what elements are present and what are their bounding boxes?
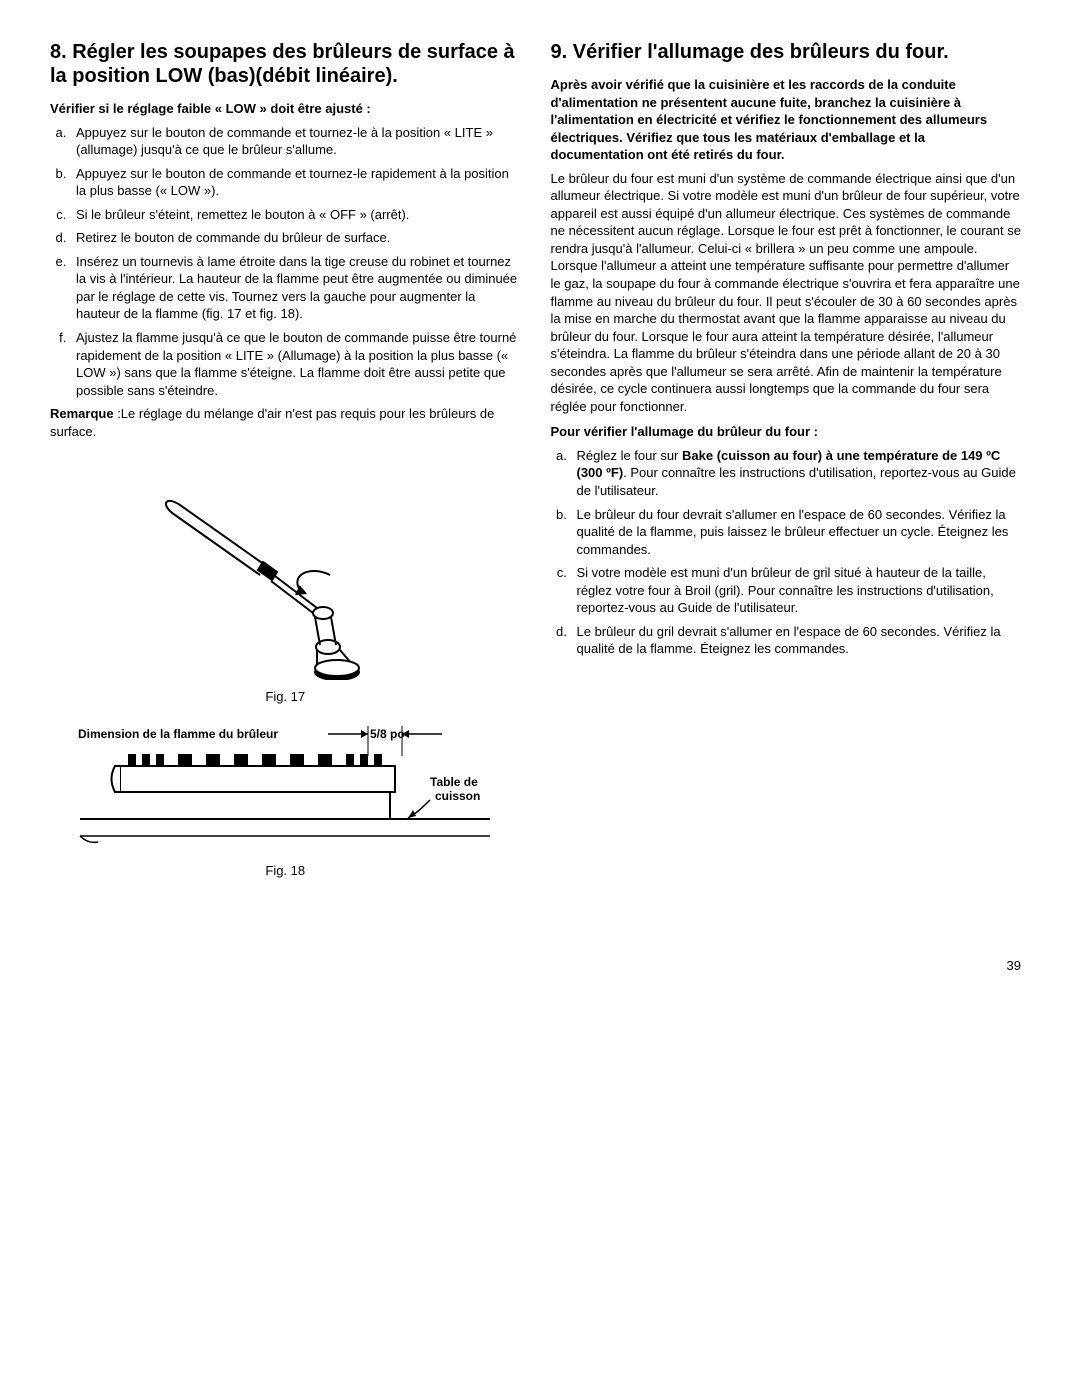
right-step-d: Le brûleur du gril devrait s'allumer en …: [571, 623, 1022, 658]
screwdriver-knob-icon: [145, 470, 425, 680]
right-step-b: Le brûleur du four devrait s'allumer en …: [571, 506, 1022, 559]
fig18-caption: Fig. 18: [50, 862, 521, 880]
left-subhead: Vérifier si le réglage faible « LOW » do…: [50, 100, 521, 118]
section-8-heading: 8. Régler les soupapes des brûleurs de s…: [50, 40, 521, 88]
fig17-caption: Fig. 17: [50, 688, 521, 706]
left-step-b: Appuyez sur le bouton de commande et tou…: [70, 165, 521, 200]
right-bold-intro: Après avoir vérifié que la cuisinière et…: [551, 76, 1022, 164]
dim-value-text: 5/8 po: [370, 727, 405, 741]
figure-17: Fig. 17: [50, 470, 521, 706]
right-steps-list: Réglez le four sur Bake (cuisson au four…: [551, 447, 1022, 658]
dim-label-text: Dimension de la flamme du brûleur: [78, 727, 278, 741]
page-number: 39: [50, 957, 1021, 975]
right-column: 9. Vérifier l'allumage des brûleurs du f…: [551, 40, 1022, 897]
right-step-a-pre: Réglez le four sur: [577, 448, 683, 463]
remark-label: Remarque: [50, 406, 114, 421]
right-subhead: Pour vérifier l'allumage du brûleur du f…: [551, 423, 1022, 441]
side-label-2: cuisson: [435, 789, 480, 803]
left-step-d: Retirez le bouton de commande du brûleur…: [70, 229, 521, 247]
figure-18: Dimension de la flamme du brûleur 5/8 po: [50, 724, 521, 880]
left-step-e: Insérez un tournevis à lame étroite dans…: [70, 253, 521, 323]
side-label-1: Table de: [430, 775, 478, 789]
left-step-f: Ajustez la flamme jusqu'à ce que le bout…: [70, 329, 521, 399]
right-step-c: Si votre modèle est muni d'un brûleur de…: [571, 564, 1022, 617]
burner-flame-diagram-icon: Dimension de la flamme du brûleur 5/8 po: [70, 724, 500, 854]
right-body: Le brûleur du four est muni d'un système…: [551, 170, 1022, 416]
left-step-a: Appuyez sur le bouton de commande et tou…: [70, 124, 521, 159]
right-step-a-post: . Pour connaître les instructions d'util…: [577, 465, 1016, 498]
left-column: 8. Régler les soupapes des brûleurs de s…: [50, 40, 521, 897]
remark-text: :Le réglage du mélange d'air n'est pas r…: [50, 406, 494, 439]
left-step-c: Si le brûleur s'éteint, remettez le bout…: [70, 206, 521, 224]
left-steps-list: Appuyez sur le bouton de commande et tou…: [50, 124, 521, 400]
right-step-a: Réglez le four sur Bake (cuisson au four…: [571, 447, 1022, 500]
section-9-heading: 9. Vérifier l'allumage des brûleurs du f…: [551, 40, 1022, 64]
left-remark: Remarque :Le réglage du mélange d'air n'…: [50, 405, 521, 440]
